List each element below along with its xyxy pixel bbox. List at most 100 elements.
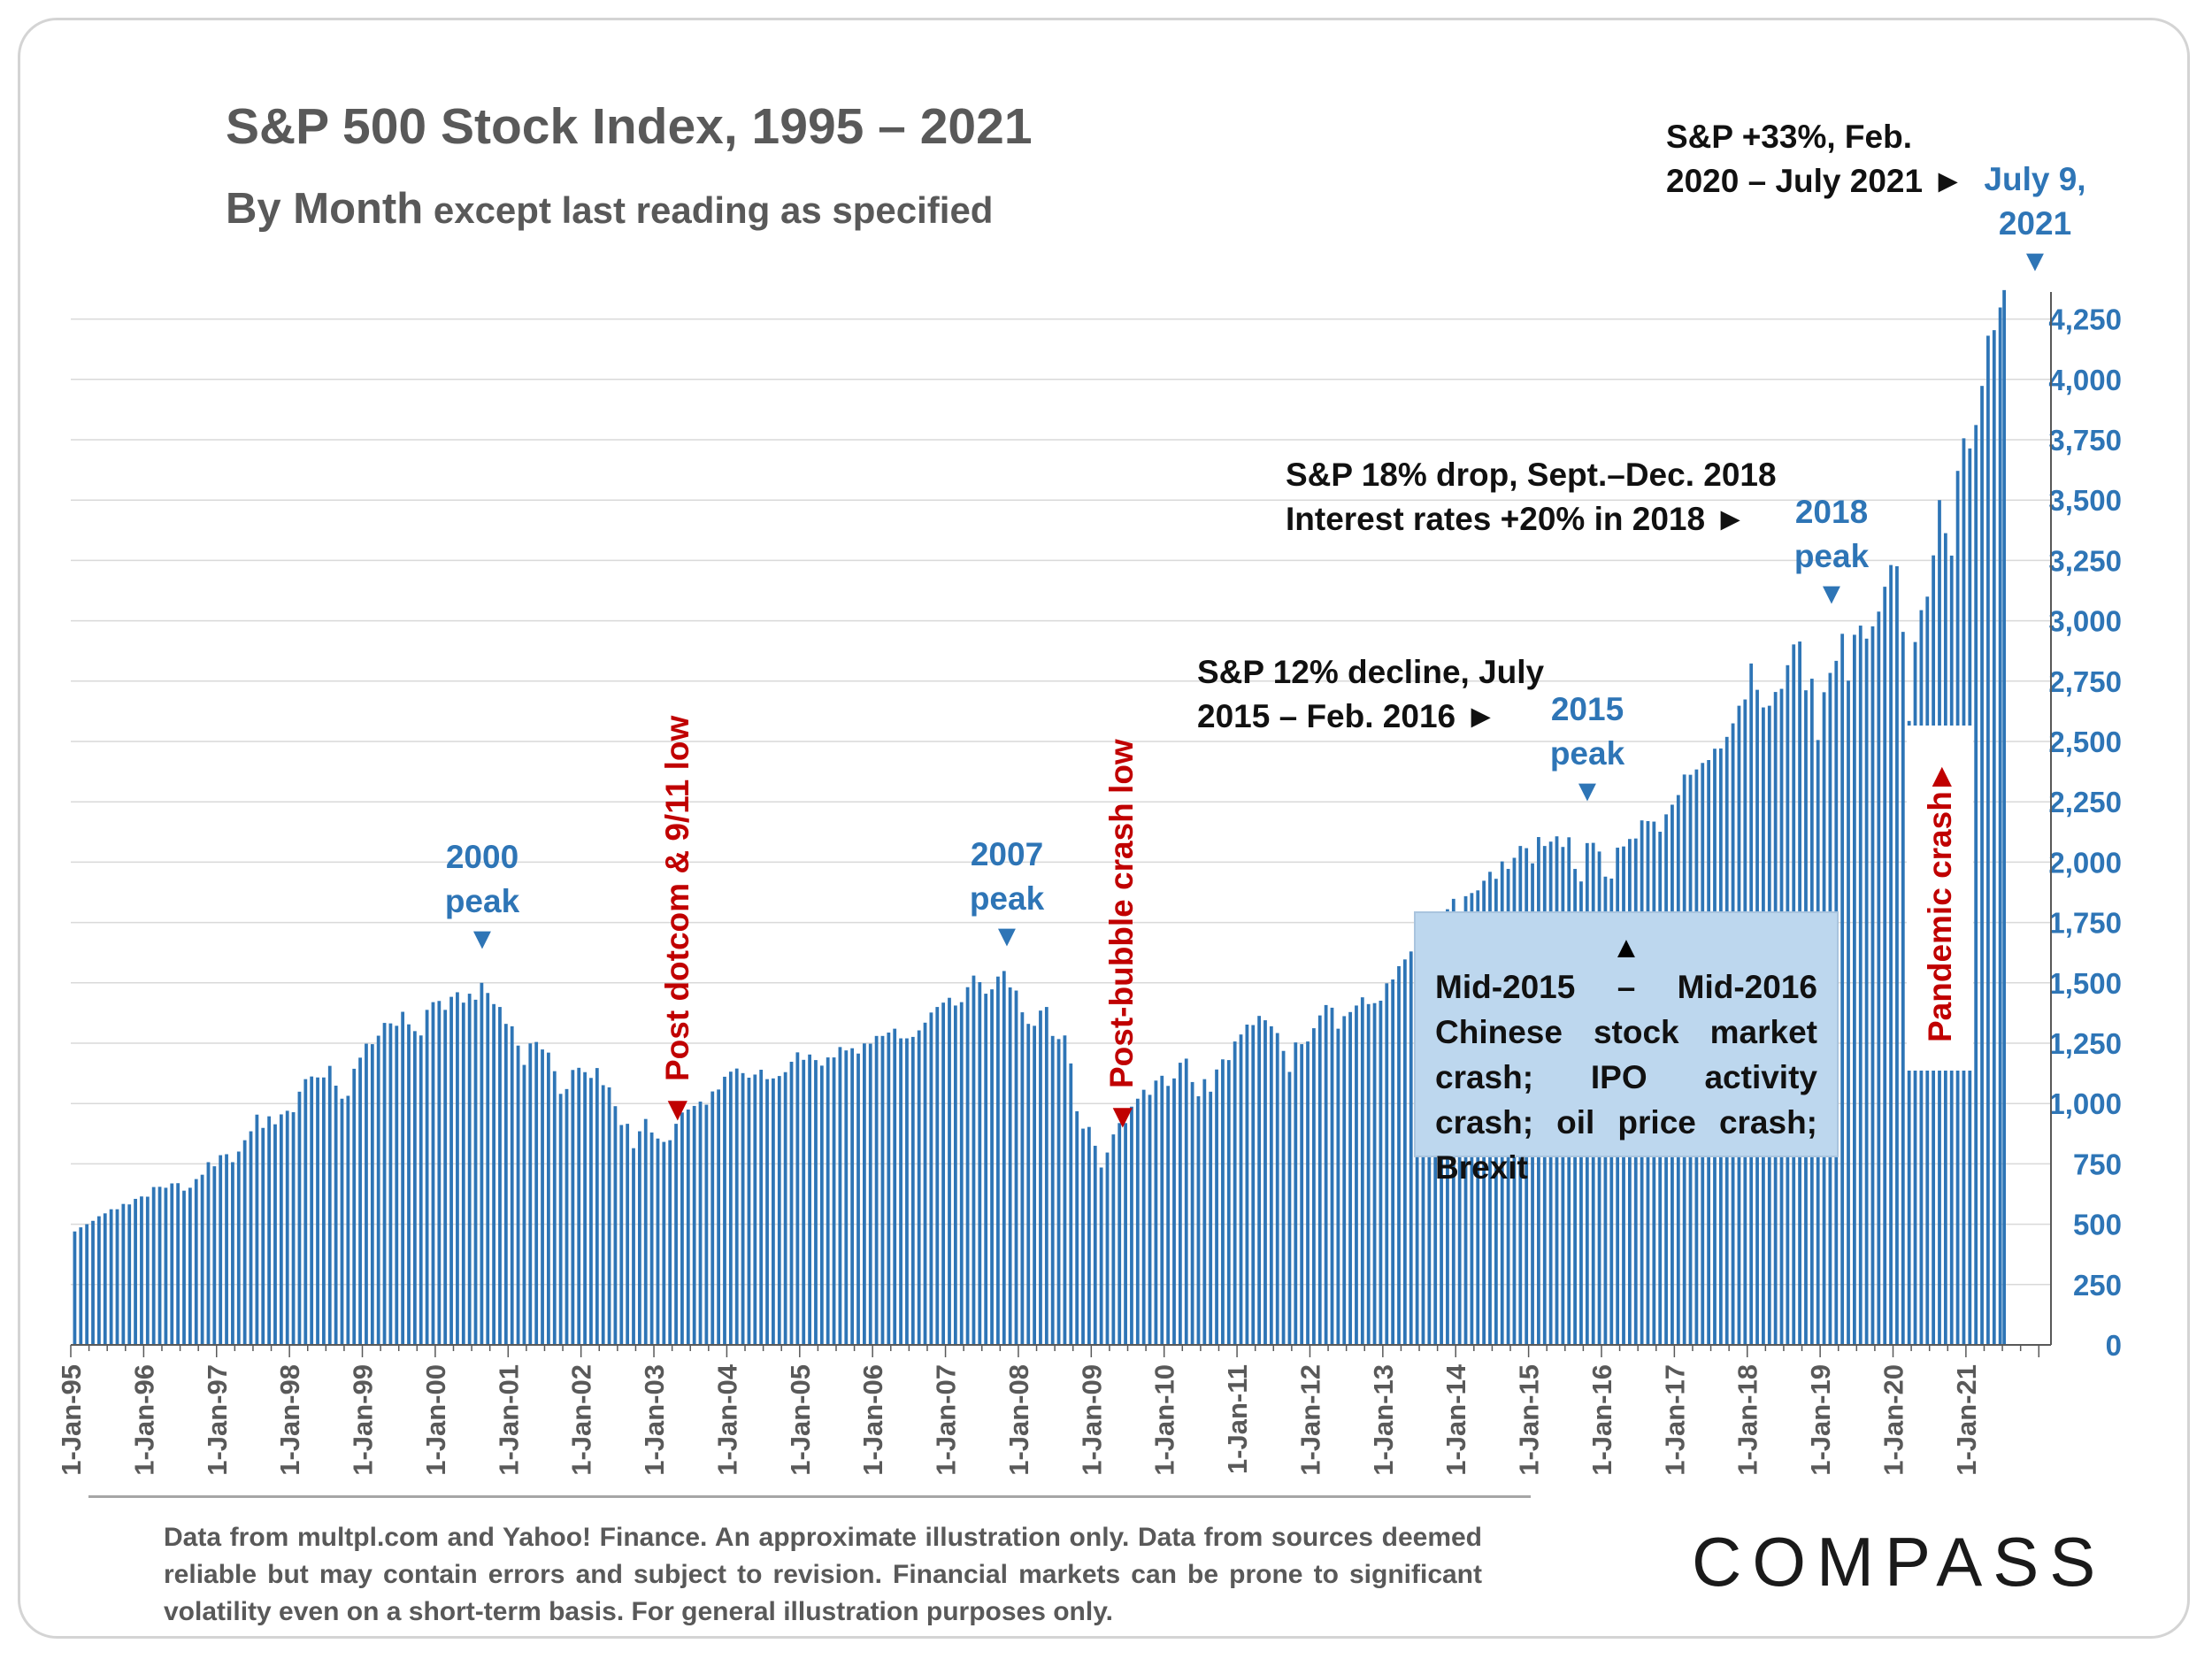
bar bbox=[941, 1002, 946, 1345]
pandemic-marker-icon: ▲ bbox=[1925, 757, 1959, 795]
x-tick-label: 1-Jan-95 bbox=[56, 1364, 87, 1476]
x-tick-label: 1-Jan-20 bbox=[1878, 1364, 1909, 1476]
y-tick-label: 3,250 bbox=[2048, 544, 2122, 577]
bar bbox=[887, 1032, 891, 1345]
x-tick-label: 1-Jan-02 bbox=[566, 1364, 597, 1476]
bar bbox=[261, 1127, 265, 1345]
bar bbox=[747, 1078, 751, 1345]
bar bbox=[552, 1071, 557, 1345]
bar bbox=[1209, 1091, 1213, 1345]
bar bbox=[1895, 565, 1899, 1345]
bar bbox=[1348, 1011, 1352, 1345]
x-tick-label: 1-Jan-16 bbox=[1586, 1364, 1617, 1476]
bar bbox=[1026, 1024, 1031, 1345]
peak-2018-marker-icon: ▼ bbox=[1816, 577, 1847, 611]
bar bbox=[626, 1124, 630, 1345]
bar bbox=[765, 1079, 769, 1345]
bar bbox=[844, 1050, 849, 1345]
bar bbox=[1251, 1025, 1256, 1345]
bar bbox=[984, 994, 988, 1345]
bar bbox=[1409, 951, 1413, 1345]
bar bbox=[1033, 1025, 1036, 1345]
subtitle-detail: except last reading as specified bbox=[423, 189, 994, 231]
bar bbox=[412, 1031, 417, 1345]
x-tick-label: 1-Jan-99 bbox=[348, 1364, 379, 1476]
bar bbox=[1239, 1034, 1243, 1345]
bar bbox=[656, 1138, 660, 1345]
drop-2018-line1: S&P 18% drop, Sept.–Dec. 2018 bbox=[1286, 457, 1777, 493]
bar bbox=[1397, 965, 1401, 1345]
peak-2015-marker-icon: ▼ bbox=[1572, 774, 1602, 808]
x-tick-label: 1-Jan-10 bbox=[1149, 1364, 1180, 1476]
bar bbox=[1050, 1035, 1055, 1345]
x-tick-label: 1-Jan-11 bbox=[1222, 1364, 1253, 1474]
bar bbox=[1087, 1126, 1091, 1345]
bar bbox=[613, 1106, 618, 1345]
bar bbox=[443, 1010, 448, 1345]
bar bbox=[698, 1102, 703, 1345]
bar bbox=[1986, 335, 1990, 1345]
bar bbox=[1336, 1028, 1340, 1345]
bar bbox=[134, 1198, 137, 1345]
bar bbox=[838, 1047, 842, 1345]
bar bbox=[401, 1011, 405, 1345]
bar bbox=[637, 1131, 641, 1345]
bar bbox=[1372, 1002, 1377, 1345]
bar bbox=[1306, 1041, 1310, 1345]
bar bbox=[1864, 638, 1869, 1345]
bar bbox=[164, 1187, 168, 1345]
bar bbox=[1081, 1128, 1085, 1345]
bar bbox=[1069, 1063, 1073, 1345]
x-tick-label: 1-Jan-05 bbox=[785, 1364, 816, 1476]
peak-2015-line2: peak bbox=[1549, 735, 1625, 772]
bar bbox=[819, 1065, 824, 1345]
bar bbox=[534, 1041, 539, 1345]
bar bbox=[662, 1141, 666, 1345]
bar bbox=[789, 1062, 794, 1345]
bar bbox=[273, 1124, 277, 1345]
x-tick-label: 1-Jan-15 bbox=[1514, 1364, 1545, 1476]
bar bbox=[473, 999, 478, 1345]
bar bbox=[1093, 1145, 1097, 1345]
x-tick-label: 1-Jan-04 bbox=[711, 1363, 742, 1476]
chart-frame bbox=[18, 18, 2190, 1639]
bar bbox=[1002, 971, 1006, 1345]
bar bbox=[522, 1064, 526, 1345]
bar bbox=[1099, 1167, 1103, 1345]
bar bbox=[1221, 1059, 1225, 1345]
bar bbox=[1391, 979, 1395, 1345]
y-tick-label: 2,500 bbox=[2048, 726, 2122, 758]
bar bbox=[1215, 1069, 1218, 1345]
bar bbox=[1014, 990, 1018, 1345]
bar bbox=[972, 975, 976, 1345]
bar bbox=[503, 1024, 508, 1345]
bar bbox=[188, 1187, 192, 1345]
peak-2015-line1: 2015 bbox=[1550, 691, 1624, 727]
decline-2015-line2: 2015 – Feb. 2016 ► bbox=[1197, 698, 1497, 734]
bar bbox=[832, 1057, 836, 1345]
x-tick-label: 1-Jan-98 bbox=[274, 1364, 305, 1476]
bar bbox=[1847, 680, 1850, 1345]
bar bbox=[431, 1002, 435, 1345]
bar bbox=[346, 1095, 350, 1345]
bar bbox=[200, 1174, 204, 1345]
chart-subtitle: By Month except last reading as specifie… bbox=[226, 184, 993, 234]
x-tick-label: 1-Jan-03 bbox=[639, 1364, 670, 1476]
y-tick-label: 3,750 bbox=[2048, 424, 2122, 457]
bar bbox=[151, 1187, 156, 1345]
x-tick-label: 1-Jan-12 bbox=[1294, 1364, 1325, 1476]
bar bbox=[456, 992, 459, 1345]
bar bbox=[948, 997, 951, 1345]
bar bbox=[571, 1070, 575, 1345]
bar bbox=[734, 1068, 739, 1345]
bar bbox=[376, 1035, 380, 1345]
bar bbox=[965, 987, 970, 1345]
annotation-decline-2015: S&P 12% decline, July 2015 – Feb. 2016 ► bbox=[1197, 650, 1544, 739]
x-tick-label: 1-Jan-21 bbox=[1951, 1364, 1982, 1476]
bar bbox=[899, 1038, 902, 1345]
bar bbox=[607, 1087, 611, 1345]
bar bbox=[680, 1112, 684, 1345]
y-tick-label: 4,000 bbox=[2048, 364, 2122, 396]
last-reading-marker-icon: ▼ bbox=[2020, 244, 2050, 278]
bar bbox=[388, 1023, 393, 1345]
